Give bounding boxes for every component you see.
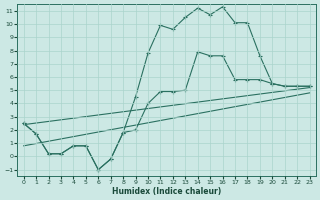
- X-axis label: Humidex (Indice chaleur): Humidex (Indice chaleur): [112, 187, 221, 196]
